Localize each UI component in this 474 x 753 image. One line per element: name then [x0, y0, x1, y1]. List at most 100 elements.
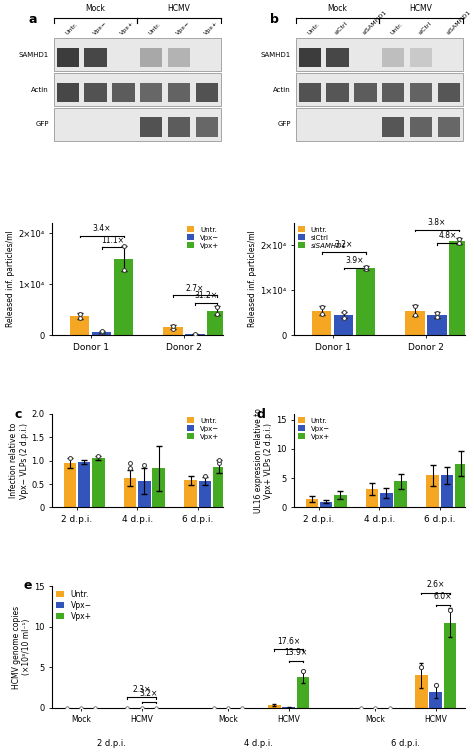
Bar — [299, 47, 321, 67]
Bar — [299, 83, 321, 102]
Text: 17.6×: 17.6× — [277, 637, 300, 646]
Bar — [382, 83, 404, 102]
Text: Untr.: Untr. — [148, 22, 162, 36]
Bar — [199, 481, 211, 508]
Text: siCtrl: siCtrl — [334, 21, 349, 36]
Text: Vpx+: Vpx+ — [120, 20, 136, 36]
Bar — [334, 495, 346, 508]
Bar — [405, 310, 425, 335]
Bar — [440, 475, 453, 508]
Text: siSAMHD1: siSAMHD1 — [446, 10, 472, 36]
Text: 3.8×: 3.8× — [428, 218, 446, 227]
Bar — [428, 315, 447, 335]
Bar — [296, 73, 463, 105]
Bar — [455, 464, 467, 508]
Text: b: b — [270, 13, 279, 26]
Text: 13.9×: 13.9× — [284, 648, 308, 657]
Bar — [356, 268, 375, 335]
Text: siCtrl: siCtrl — [418, 21, 433, 36]
Text: GFP: GFP — [35, 121, 49, 127]
Bar — [78, 462, 91, 508]
Text: 3.9×: 3.9× — [346, 256, 364, 265]
Bar — [410, 83, 432, 102]
Bar — [185, 334, 205, 335]
Text: 6.0×: 6.0× — [434, 592, 452, 601]
Bar — [54, 73, 221, 105]
Text: Mock: Mock — [328, 4, 347, 13]
Bar — [56, 47, 79, 67]
Text: 3.2×: 3.2× — [139, 689, 158, 698]
Bar — [354, 83, 376, 102]
Bar — [64, 463, 76, 508]
Text: 2.7×: 2.7× — [186, 284, 204, 293]
Legend: Untr., Vpx−, Vpx+: Untr., Vpx−, Vpx+ — [187, 417, 219, 440]
Text: Vpx−: Vpx− — [92, 20, 108, 36]
Text: Untr.: Untr. — [306, 22, 320, 36]
Bar — [410, 47, 432, 67]
Bar — [296, 38, 463, 71]
Bar — [296, 108, 463, 141]
Text: 31.2×: 31.2× — [194, 291, 218, 300]
Bar — [84, 83, 107, 102]
Bar — [449, 241, 469, 335]
Bar — [426, 475, 439, 508]
Text: Mock: Mock — [86, 4, 106, 13]
Bar — [438, 117, 460, 136]
Bar — [334, 315, 353, 335]
Text: GFP: GFP — [277, 121, 291, 127]
Bar — [196, 117, 218, 136]
Bar — [394, 481, 407, 508]
Bar — [213, 467, 225, 508]
Bar — [410, 117, 432, 136]
Text: d: d — [256, 408, 265, 421]
Bar — [382, 117, 404, 136]
Bar — [268, 705, 281, 708]
Legend: Untr., Vpx−, Vpx+: Untr., Vpx−, Vpx+ — [187, 227, 219, 248]
Text: e: e — [23, 579, 32, 592]
Text: 2.3×: 2.3× — [132, 684, 151, 694]
Bar — [184, 480, 197, 508]
Bar — [168, 117, 190, 136]
Text: 4.8×: 4.8× — [439, 231, 457, 240]
Text: 4 d.p.i.: 4 d.p.i. — [244, 739, 273, 748]
Bar — [320, 501, 332, 508]
Text: 3.4×: 3.4× — [92, 224, 111, 233]
Bar — [312, 310, 331, 335]
Bar — [140, 83, 163, 102]
Bar — [366, 489, 378, 508]
Text: SAMHD1: SAMHD1 — [260, 52, 291, 58]
Text: Vpx−: Vpx− — [175, 20, 191, 36]
Bar — [327, 47, 349, 67]
Bar — [92, 331, 111, 335]
Bar — [54, 38, 221, 71]
Text: 6 d.p.i.: 6 d.p.i. — [391, 739, 420, 748]
Y-axis label: Released inf. particles/ml: Released inf. particles/ml — [7, 230, 16, 328]
Text: c: c — [15, 408, 22, 421]
Text: Actin: Actin — [31, 87, 49, 93]
Bar — [164, 327, 183, 335]
Text: Vpx+: Vpx+ — [203, 20, 219, 36]
Bar — [297, 677, 310, 708]
Text: Actin: Actin — [273, 87, 291, 93]
Y-axis label: HCMV genome copies
(×10³/10 ml⁻¹): HCMV genome copies (×10³/10 ml⁻¹) — [12, 605, 31, 688]
Bar — [382, 47, 404, 67]
Bar — [429, 691, 442, 708]
Text: siSAMHD1: siSAMHD1 — [362, 10, 388, 36]
Text: 2 d.p.i.: 2 d.p.i. — [97, 739, 126, 748]
Text: HCMV: HCMV — [168, 4, 191, 13]
Bar — [92, 459, 105, 508]
Bar — [380, 493, 392, 508]
Text: a: a — [28, 13, 37, 26]
Bar — [56, 83, 79, 102]
Bar — [112, 83, 135, 102]
Bar — [168, 83, 190, 102]
Text: SAMHD1: SAMHD1 — [18, 52, 49, 58]
Bar — [114, 259, 133, 335]
Text: 11.1×: 11.1× — [101, 236, 124, 245]
Bar — [306, 498, 318, 508]
Bar — [124, 478, 137, 508]
Bar — [168, 47, 190, 67]
Y-axis label: Infection relative to
Vpx− VLPs (2 d.p.i.): Infection relative to Vpx− VLPs (2 d.p.i… — [9, 422, 28, 498]
Bar — [70, 316, 89, 335]
Bar — [207, 311, 227, 335]
